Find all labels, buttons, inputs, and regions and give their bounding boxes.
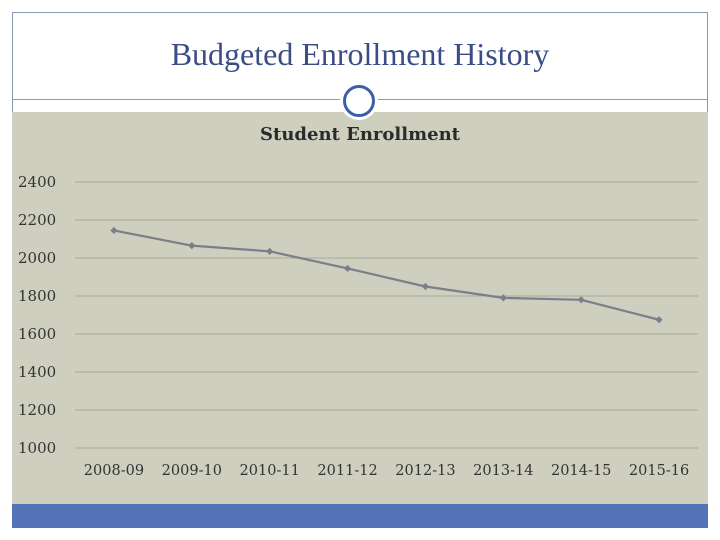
data-point xyxy=(343,264,352,273)
y-tick-label: 2400 xyxy=(18,173,56,191)
grid-lines xyxy=(75,181,698,449)
x-tick-label: 2010-11 xyxy=(240,463,300,479)
data-point xyxy=(577,296,585,304)
x-axis-ticks: 2008-09 2009-10 2010-11 2011-12 2012-13 2013-… xyxy=(84,463,689,479)
x-tick-label: 2014-15 xyxy=(551,463,611,479)
y-tick-label: 1800 xyxy=(18,287,56,305)
chart-area xyxy=(12,112,708,504)
data-point xyxy=(499,294,507,302)
x-tick-label: 2008-09 xyxy=(84,463,144,479)
data-point xyxy=(266,247,274,255)
x-tick-label: 2013-14 xyxy=(473,463,533,479)
data-point xyxy=(421,282,430,291)
data-point xyxy=(110,226,118,235)
y-tick-label: 1200 xyxy=(18,401,56,419)
x-tick-label: 2015-16 xyxy=(629,463,689,479)
x-tick-label: 2011-12 xyxy=(317,463,377,479)
y-tick-label: 1600 xyxy=(18,325,56,343)
series-line xyxy=(113,229,660,321)
chart-title: Student Enrollment xyxy=(260,124,461,145)
y-tick-label: 2000 xyxy=(18,249,56,267)
y-tick-label: 1400 xyxy=(18,363,56,381)
x-tick-label: 2012-13 xyxy=(395,463,455,479)
data-point xyxy=(655,316,663,324)
x-tick-label: 2009-10 xyxy=(162,463,222,479)
data-point xyxy=(188,242,196,250)
circle-ornament-icon xyxy=(340,82,378,120)
y-tick-label: 2200 xyxy=(18,211,56,229)
slide-title: Budgeted Enrollment History xyxy=(170,36,550,72)
slide-footer-bar xyxy=(12,504,708,528)
series-layer xyxy=(110,226,663,324)
y-tick-label: 1000 xyxy=(18,439,56,457)
y-axis-ticks: 2400 2200 2000 1800 1600 1400 1200 1000 xyxy=(18,173,56,457)
